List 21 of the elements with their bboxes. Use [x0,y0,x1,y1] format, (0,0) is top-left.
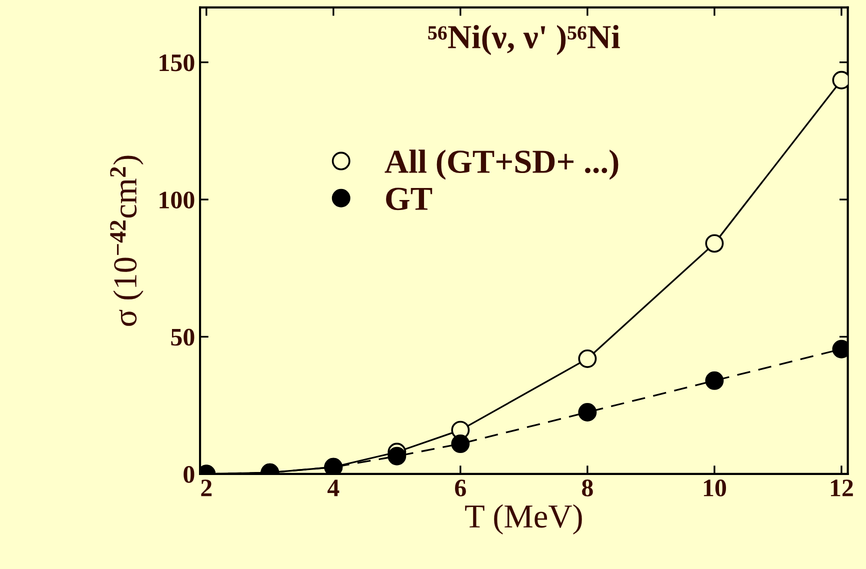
y-tick-label: 50 [171,328,194,346]
legend-label: GT [386,188,432,210]
x-tick-label: 2 [201,480,212,496]
point [451,434,470,454]
point [705,371,724,390]
y-tick-label: 150 [160,54,194,72]
point [705,234,724,253]
x-tick-label: 6 [455,480,466,496]
x-tick-label: 8 [582,480,593,496]
y-tick-label: 0 [184,466,194,483]
x-tick-label: 12 [830,480,853,496]
x-tick-label: 10 [704,480,726,496]
y-axis-title: σ (10$^{−42}$cm$^{2}$) [110,156,144,326]
point [578,349,597,368]
point [578,402,597,422]
y-tick-label: 100 [160,192,194,208]
x-axis-title: T (MeV) [465,504,582,535]
point [388,446,406,466]
legend-label: All (GT+SD+ ...) [384,150,618,180]
chart-title: ⁵⁶Ni(ν, ν' )⁵⁶Ni [428,24,620,56]
x-tick-label: 4 [328,480,340,496]
